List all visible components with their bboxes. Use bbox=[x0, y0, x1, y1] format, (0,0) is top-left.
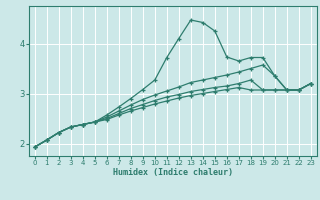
X-axis label: Humidex (Indice chaleur): Humidex (Indice chaleur) bbox=[113, 168, 233, 177]
